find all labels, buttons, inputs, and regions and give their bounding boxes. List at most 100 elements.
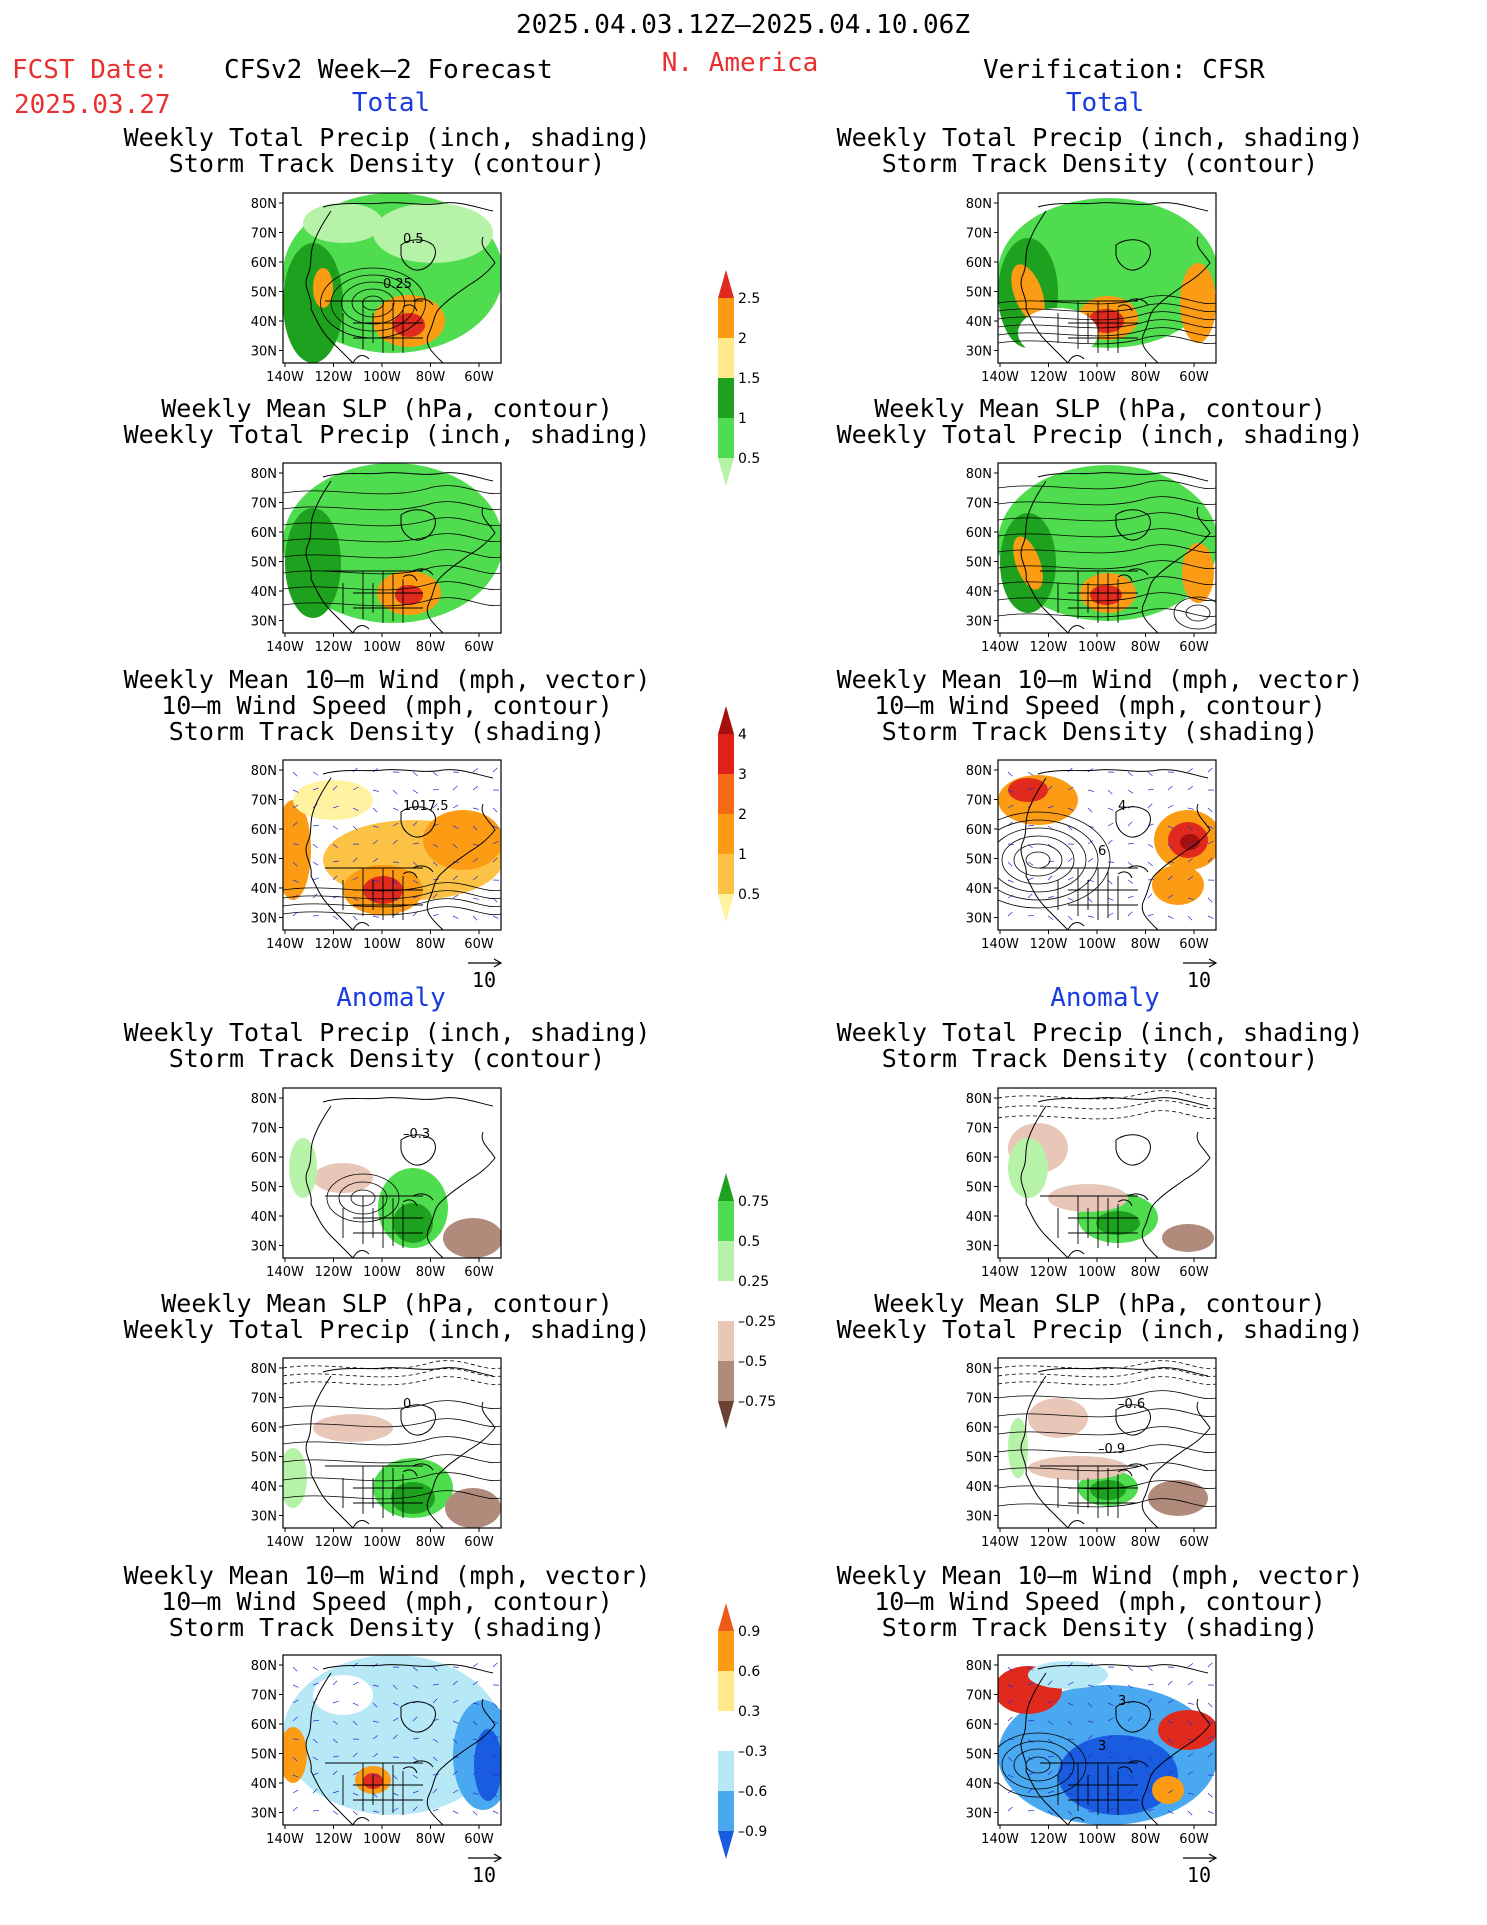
lat-tick-label: 70N [251,794,277,809]
lat-tick-label: 60N [251,1718,277,1733]
panel-title-line: Weekly Total Precip (inch, shading) [836,1018,1364,1047]
colorbar-tip-bottom [718,458,734,486]
lon-tick-label: 60W [464,640,494,655]
lat-tick-label: 70N [966,497,992,512]
lat-tick-label: 40N [251,1777,277,1792]
lon-tick-label: 120W [315,370,353,385]
lon-tick-label: 60W [464,937,494,952]
panel-title-line: Storm Track Density (shading) [168,1613,606,1642]
colorbar-segment [718,298,734,338]
colorbar: 0.9 0.6 0.3 –0.3 –0.6 –0.9 [718,1603,788,1867]
lat-tick-label: 70N [966,227,992,242]
colorbar-label: –0.75 [738,1394,776,1410]
colorbar-tip-top [718,270,734,298]
fcst-date-label: FCST Date: [12,55,169,85]
lon-tick-label: 100W [1078,937,1116,952]
panel-title-line: Weekly Total Precip (inch, shading) [123,1315,651,1344]
colorbar-label: –0.25 [738,1314,776,1330]
panel-title-line: Weekly Mean SLP (hPa, contour) [161,394,613,423]
lon-tick-label: 80W [1131,370,1161,385]
lon-tick-label: 80W [1131,937,1161,952]
lon-tick-label: 140W [266,640,304,655]
lat-tick-label: 70N [251,1392,277,1407]
colorbar-segment [718,1281,734,1321]
lat-tick-label: 60N [966,1421,992,1436]
lat-tick-label: 30N [251,1807,277,1822]
colorbar-tip-top [718,706,734,734]
lat-tick-label: 30N [966,1807,992,1822]
lat-tick-label: 60N [251,526,277,541]
lat-tick-label: 40N [966,1777,992,1792]
colorbar-label: 0.6 [738,1664,760,1680]
lon-tick-label: 80W [416,1832,446,1847]
colorbar-label: 0.9 [738,1624,760,1640]
map-panel: 80N 70N 60N 50N 40N 30N 140W 120W 100W 80W 60W [958,192,1226,393]
lat-tick-label: 40N [966,585,992,600]
lon-tick-label: 80W [416,370,446,385]
panel-title-line: Weekly Mean SLP (hPa, contour) [161,1289,613,1318]
panel-title-line: Weekly Total Precip (inch, shading) [123,123,651,152]
vector-reference-value: 10 [472,1863,496,1886]
section-anomaly-left: Anomaly [336,983,446,1013]
lat-tick-label: 60N [966,823,992,838]
colorbar-label: 0.25 [738,1274,769,1290]
colorbar-label: –0.5 [738,1354,767,1370]
panel-title-line: Storm Track Density (contour) [168,149,606,178]
colorbar-segment [718,1321,734,1361]
map-panel: 0.5 0.25 80N 70N 60N 50N 40N 30N 140W 120W 100W 80W… [243,192,511,393]
lat-tick-label: 40N [251,882,277,897]
lat-tick-label: 80N [251,197,277,212]
contour-label: 1017.5 [403,799,449,814]
panel-title-line: Storm Track Density (contour) [881,149,1319,178]
lon-tick-label: 140W [981,1535,1019,1550]
lon-tick-label: 140W [981,937,1019,952]
lat-tick-label: 60N [966,1718,992,1733]
lon-tick-label: 140W [266,370,304,385]
lon-tick-label: 80W [1131,640,1161,655]
map-panel: 80N 70N 60N 50N 40N 30N 140W 120W 100W 80W 60W [958,462,1226,663]
panel-title-line: 10–m Wind Speed (mph, contour) [161,691,613,720]
lat-tick-label: 80N [251,764,277,779]
lon-tick-label: 80W [416,937,446,952]
lat-tick-label: 40N [251,585,277,600]
lon-tick-label: 100W [363,937,401,952]
map-panel: –0.6 –0.9 80N 70N 60N 50N 40N 30N 140W 120W 100W 80… [958,1357,1226,1558]
map-panel: 80N 70N 60N 50N 40N 30N 140W 120W 100W 80W 60W [243,462,511,663]
vector-reference: 10 [1181,1852,1221,1890]
lat-tick-label: 80N [966,764,992,779]
colorbar-tip-top [718,1173,734,1201]
panel-title-line: Weekly Mean 10–m Wind (mph, vector) [123,665,651,694]
lat-tick-label: 80N [966,1659,992,1674]
lon-tick-label: 140W [266,1535,304,1550]
panel-title-line: Weekly Mean 10–m Wind (mph, vector) [123,1561,651,1590]
lat-tick-label: 50N [251,286,277,301]
vector-reference-value: 10 [1187,1863,1211,1886]
colorbar-label: 3 [738,767,747,783]
panel-title-line: Weekly Total Precip (inch, shading) [836,420,1364,449]
contour-label: 4 [1118,799,1126,814]
contour-label: 6 [1098,844,1106,859]
lat-tick-label: 70N [966,794,992,809]
lat-tick-label: 80N [966,467,992,482]
colorbar-segment [718,378,734,418]
lon-tick-label: 100W [363,1832,401,1847]
vector-reference: 10 [1181,957,1221,995]
lat-tick-label: 50N [966,1181,992,1196]
panel-title-line: Weekly Mean SLP (hPa, contour) [874,394,1326,423]
lat-tick-label: 70N [251,1122,277,1137]
lon-tick-label: 120W [315,640,353,655]
lon-tick-label: 60W [1179,640,1209,655]
lat-tick-label: 80N [966,1092,992,1107]
colorbar-segment [718,1631,734,1671]
fcst-date-value: 2025.03.27 [14,90,171,120]
lat-tick-label: 40N [251,1210,277,1225]
lat-tick-label: 50N [251,853,277,868]
panel-title-line: Weekly Total Precip (inch, shading) [123,1018,651,1047]
lon-tick-label: 100W [1078,1535,1116,1550]
lon-tick-label: 100W [363,1535,401,1550]
lat-tick-label: 30N [966,1240,992,1255]
colorbar-segment [718,1671,734,1711]
lat-tick-label: 50N [966,1748,992,1763]
lat-tick-label: 40N [966,315,992,330]
